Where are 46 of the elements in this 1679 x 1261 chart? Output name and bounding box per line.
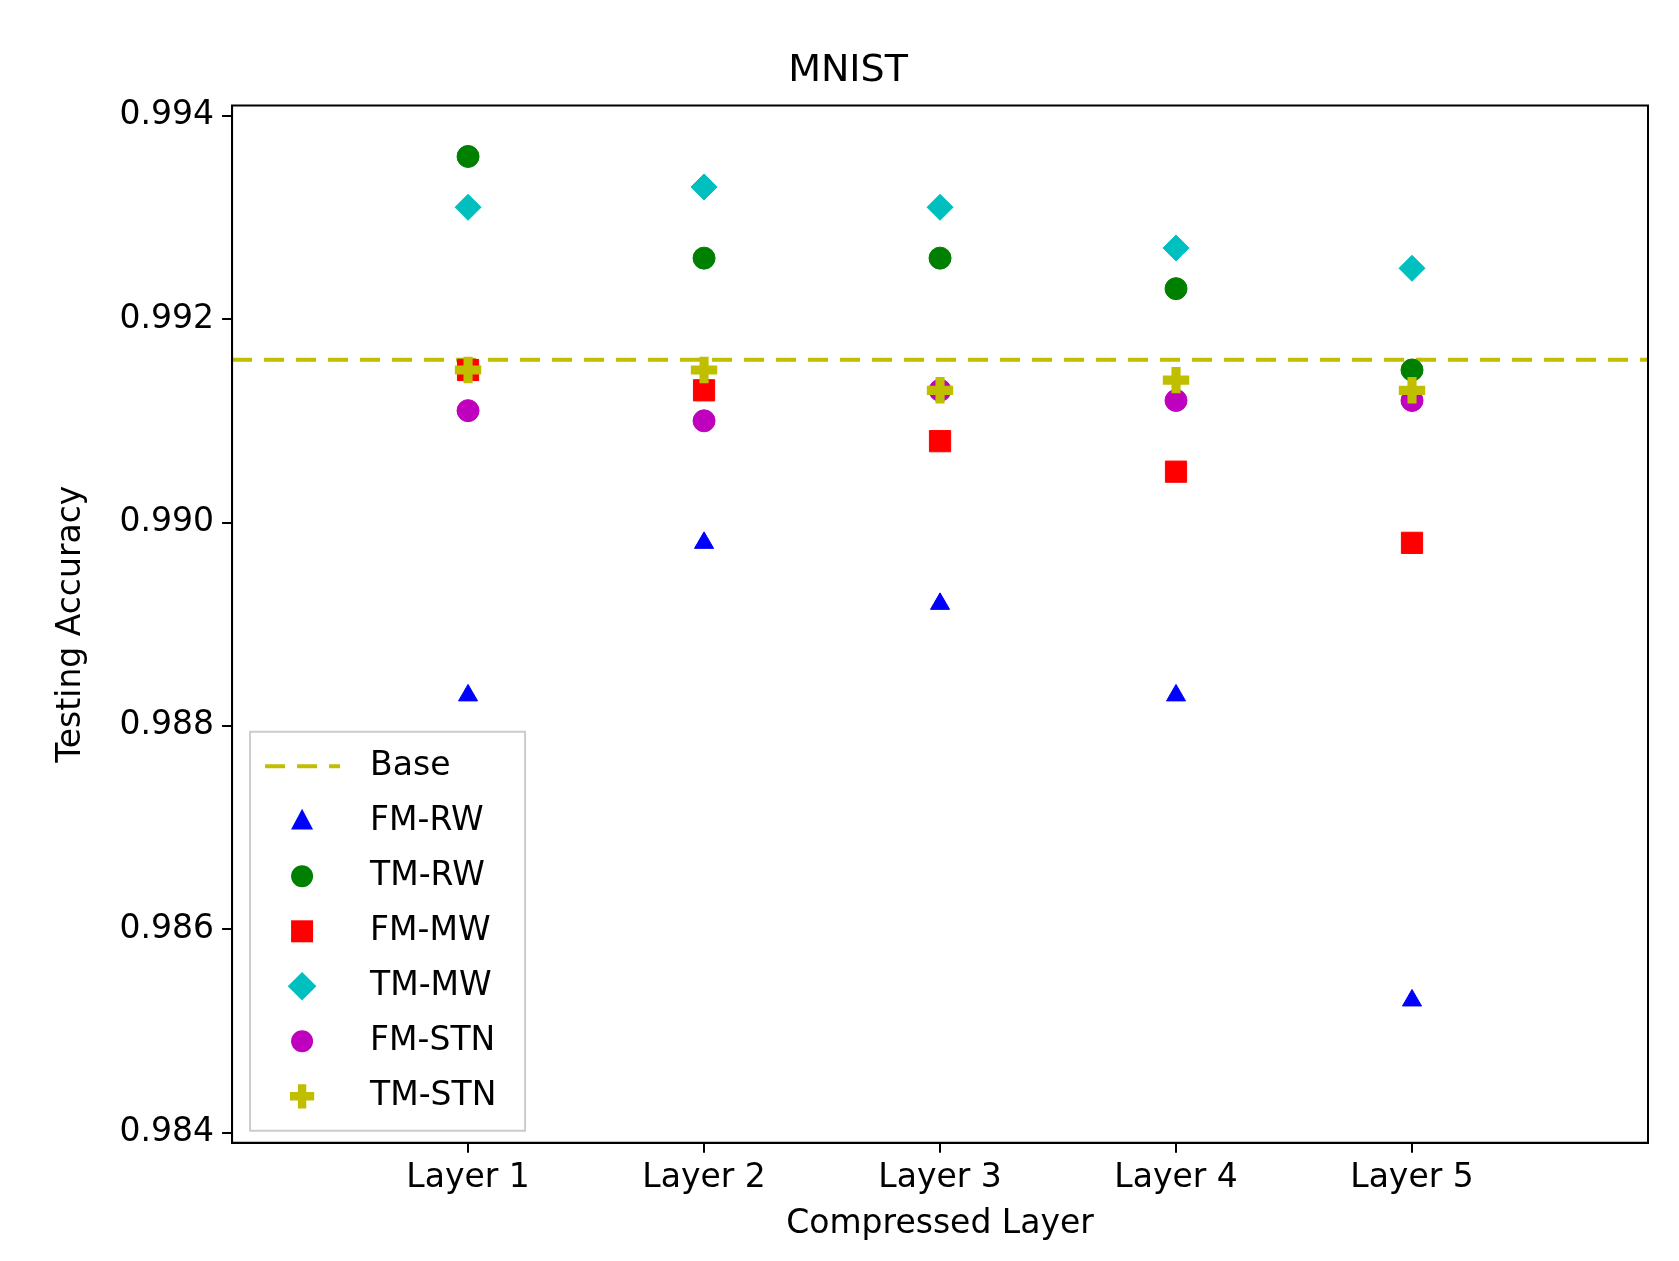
point bbox=[690, 356, 718, 384]
point bbox=[1162, 366, 1190, 394]
point bbox=[1398, 254, 1426, 282]
point bbox=[692, 379, 716, 402]
legend-label: TM-MW bbox=[369, 963, 492, 1003]
point bbox=[456, 399, 480, 423]
y-tick-label: 0.990 bbox=[119, 500, 215, 540]
legend-label: TM-STN bbox=[369, 1073, 497, 1113]
point bbox=[1164, 277, 1188, 301]
point bbox=[926, 193, 954, 221]
x-tick-label: Layer 1 bbox=[406, 1156, 530, 1196]
point bbox=[1401, 988, 1423, 1007]
point bbox=[1400, 531, 1424, 554]
point bbox=[930, 592, 951, 610]
point bbox=[1398, 377, 1426, 404]
legend-label: FM-STN bbox=[370, 1018, 496, 1058]
point bbox=[1166, 683, 1187, 702]
point bbox=[1400, 358, 1424, 382]
point bbox=[456, 144, 480, 168]
point bbox=[928, 246, 952, 270]
point bbox=[692, 409, 716, 433]
legend-label: TM-RW bbox=[369, 853, 485, 893]
x-tick-label: Layer 5 bbox=[1350, 1156, 1474, 1196]
chart-title: MNIST bbox=[788, 45, 909, 90]
point bbox=[454, 193, 482, 221]
point bbox=[692, 246, 716, 270]
point bbox=[458, 683, 479, 702]
point bbox=[928, 430, 952, 453]
y-tick-label: 0.988 bbox=[119, 703, 215, 743]
y-axis-title: Testing Accuracy bbox=[49, 485, 89, 764]
x-axis-title: Compressed Layer bbox=[786, 1201, 1095, 1241]
x-tick-label: Layer 2 bbox=[642, 1156, 766, 1196]
x-tick-label: Layer 3 bbox=[878, 1156, 1002, 1196]
y-tick-label: 0.992 bbox=[119, 296, 215, 336]
point bbox=[694, 531, 715, 549]
point bbox=[1162, 234, 1190, 262]
y-tick-label: 0.984 bbox=[119, 1110, 215, 1150]
y-tick-label: 0.994 bbox=[119, 93, 215, 133]
y-tick-label: 0.986 bbox=[119, 906, 215, 946]
legend-label: Base bbox=[370, 743, 451, 783]
legend-label: FM-MW bbox=[370, 908, 491, 948]
point bbox=[1164, 460, 1188, 483]
point bbox=[1164, 388, 1188, 412]
legend-label: FM-RW bbox=[370, 798, 484, 838]
x-tick-label: Layer 4 bbox=[1114, 1156, 1238, 1196]
point bbox=[690, 173, 718, 201]
